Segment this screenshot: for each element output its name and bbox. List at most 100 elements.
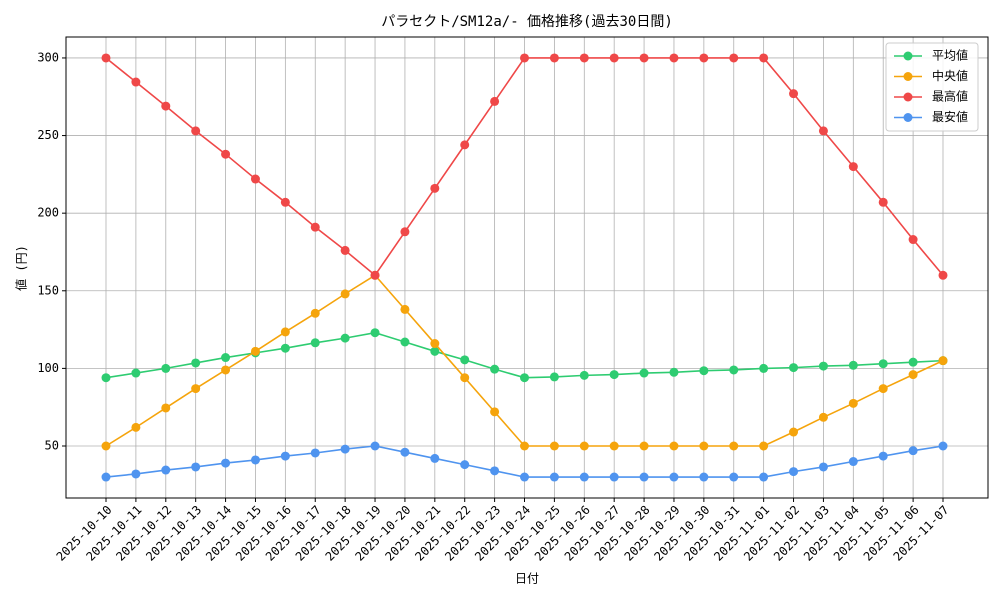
data-point xyxy=(818,412,828,422)
data-point xyxy=(221,149,231,159)
data-point xyxy=(101,53,111,63)
data-point xyxy=(191,462,201,472)
data-point xyxy=(789,363,799,373)
data-point xyxy=(191,358,201,368)
data-point xyxy=(729,472,739,482)
data-point xyxy=(250,346,260,356)
data-point xyxy=(669,367,679,377)
data-point xyxy=(280,343,290,353)
data-point xyxy=(789,467,799,477)
data-point xyxy=(848,360,858,370)
y-tick-label: 100 xyxy=(37,361,59,375)
legend-label: 最高値 xyxy=(932,89,968,104)
data-point xyxy=(759,472,769,482)
data-point xyxy=(579,370,589,380)
data-point xyxy=(191,384,201,394)
data-point xyxy=(549,441,559,451)
data-point xyxy=(639,53,649,63)
plot-frame xyxy=(65,36,989,499)
legend-marker xyxy=(903,92,913,102)
data-point xyxy=(101,472,111,482)
data-point xyxy=(579,53,589,63)
data-point xyxy=(280,197,290,207)
data-point xyxy=(609,370,619,380)
data-point xyxy=(191,126,201,136)
data-point xyxy=(310,222,320,232)
data-point xyxy=(639,472,649,482)
data-point xyxy=(131,77,141,87)
data-point xyxy=(669,472,679,482)
data-point xyxy=(161,363,171,373)
data-point xyxy=(699,53,709,63)
data-point xyxy=(340,245,350,255)
legend-label: 平均値 xyxy=(932,48,968,63)
legend-frame xyxy=(885,42,979,132)
data-point xyxy=(878,384,888,394)
data-point xyxy=(370,328,380,338)
data-point xyxy=(669,53,679,63)
data-point xyxy=(131,469,141,479)
data-point xyxy=(490,466,500,476)
data-point xyxy=(848,457,858,467)
data-point xyxy=(221,353,231,363)
data-point xyxy=(789,427,799,437)
data-point xyxy=(878,359,888,369)
data-point xyxy=(878,197,888,207)
data-point xyxy=(669,441,679,451)
data-point xyxy=(908,357,918,367)
data-point xyxy=(908,370,918,380)
data-point xyxy=(818,126,828,136)
data-point xyxy=(699,441,709,451)
data-point xyxy=(848,398,858,408)
data-point xyxy=(639,368,649,378)
data-point xyxy=(729,53,739,63)
data-point xyxy=(101,441,111,451)
data-point xyxy=(340,333,350,343)
data-point xyxy=(310,338,320,348)
data-point xyxy=(908,446,918,456)
data-point xyxy=(579,472,589,482)
data-point xyxy=(161,101,171,111)
data-point xyxy=(848,162,858,172)
data-point xyxy=(549,53,559,63)
y-tick-label: 150 xyxy=(37,283,59,297)
data-point xyxy=(400,227,410,237)
data-point xyxy=(400,447,410,457)
data-point xyxy=(818,361,828,371)
data-point xyxy=(430,453,440,463)
data-point xyxy=(639,441,649,451)
data-point xyxy=(938,270,948,280)
data-point xyxy=(280,327,290,337)
data-point xyxy=(490,407,500,417)
data-point xyxy=(131,368,141,378)
data-point xyxy=(549,472,559,482)
data-point xyxy=(908,235,918,245)
data-point xyxy=(609,472,619,482)
data-point xyxy=(340,444,350,454)
data-point xyxy=(310,448,320,458)
y-tick-label: 50 xyxy=(45,439,59,453)
data-point xyxy=(250,174,260,184)
data-point xyxy=(520,441,529,451)
data-point xyxy=(161,403,171,413)
legend-marker xyxy=(903,113,913,122)
data-point xyxy=(101,373,111,383)
y-axis-label: 値 (円) xyxy=(14,245,29,291)
y-tick-label: 250 xyxy=(37,128,59,142)
legend-marker xyxy=(903,72,913,81)
chart-title: パラセクト/SM12a/- 価格推移(過去30日間) xyxy=(381,14,673,30)
y-tick-label: 200 xyxy=(37,206,59,220)
data-point xyxy=(520,472,529,482)
data-point xyxy=(221,458,231,468)
data-point xyxy=(430,339,440,349)
data-point xyxy=(161,465,171,475)
data-point xyxy=(310,308,320,318)
data-point xyxy=(221,365,231,375)
data-point xyxy=(759,363,769,373)
legend-marker xyxy=(903,51,913,61)
data-point xyxy=(759,53,769,63)
data-point xyxy=(370,441,380,451)
data-point xyxy=(878,451,888,461)
